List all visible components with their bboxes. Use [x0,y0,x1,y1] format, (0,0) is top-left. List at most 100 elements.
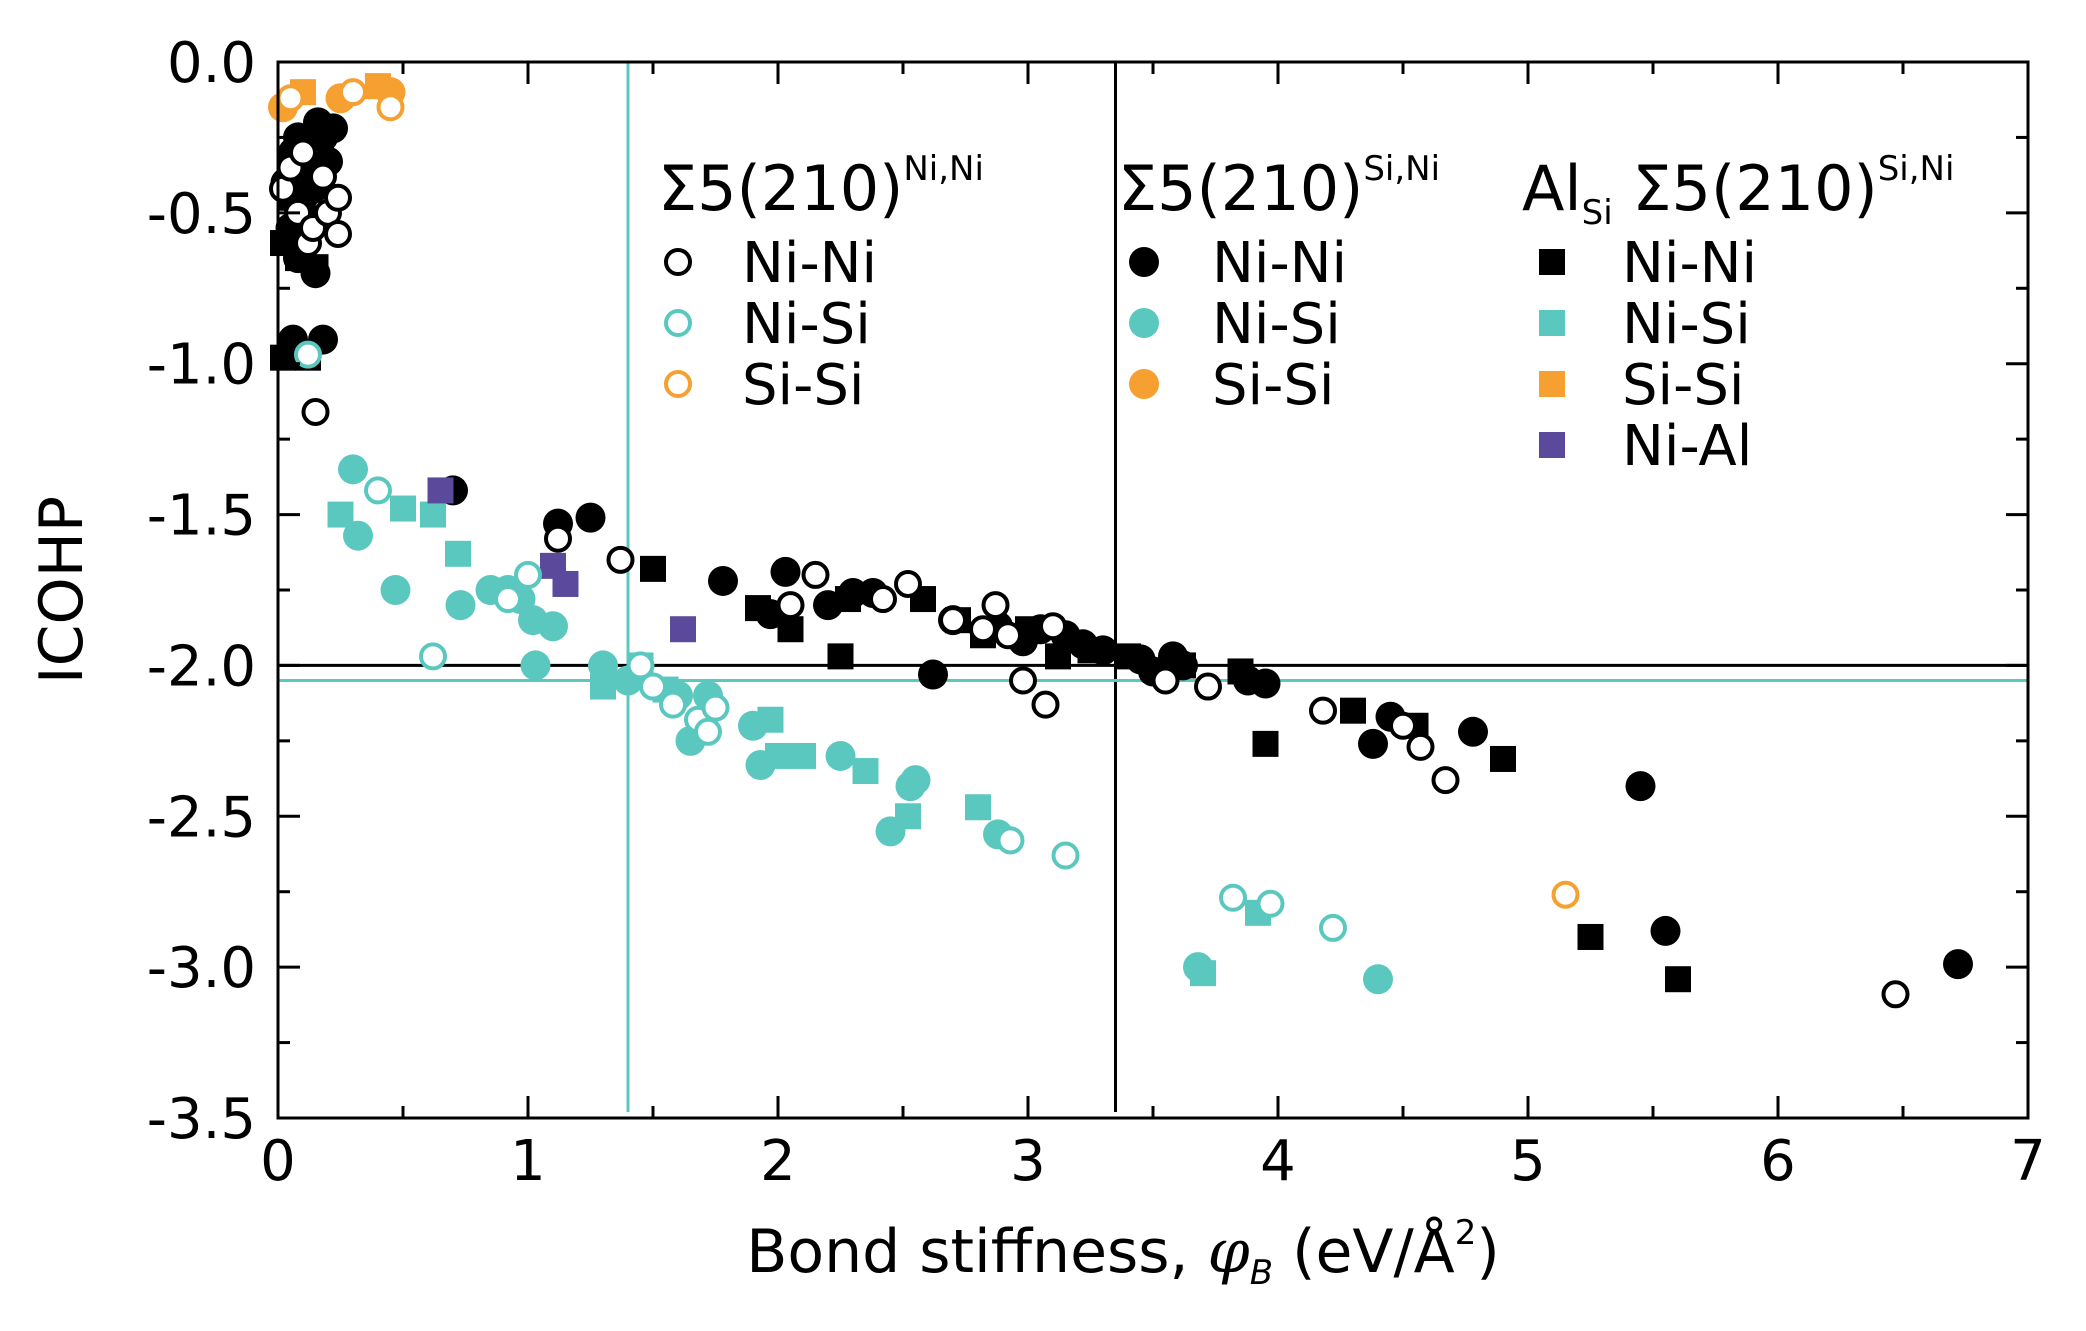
x-axis-label-symbol: φ [1208,1217,1250,1287]
data-point [1045,643,1071,670]
legend-entry-label: Si-Si [742,353,864,418]
data-point [1077,637,1104,664]
legend-entry-label: Ni-Si [1212,292,1341,357]
data-point [670,616,696,643]
data-point [294,340,322,369]
legend-title-sup: Ni,Ni [903,149,984,189]
data-point [639,672,667,701]
data-point [606,545,635,574]
y-tick-label: -1.5 [147,484,256,549]
data-point [1363,964,1393,995]
x-tick-label: 1 [510,1129,546,1194]
x-tick-label: 2 [760,1129,796,1194]
data-point [801,560,830,589]
data-point [939,606,967,635]
y-tick-label: 0.0 [167,31,256,96]
data-point [708,565,738,596]
data-point [1115,643,1141,670]
data-point [494,585,522,614]
data-point [588,650,618,681]
x-axis-label-prefix: Bond stiffness, [746,1217,1207,1287]
data-point [324,183,352,212]
data-point [745,595,771,622]
data-point [445,540,471,567]
data-point [900,765,931,796]
data-point [1309,696,1337,725]
data-point [1319,913,1347,942]
data-point [1943,949,1973,980]
legend-marker [1129,247,1159,277]
data-point [701,693,730,722]
legend-marker [1129,308,1159,338]
data-point [1490,745,1516,772]
data-point [1151,666,1180,695]
data-point [852,758,879,785]
data-point [1252,730,1279,757]
axis-ticks [276,60,2030,1120]
data-point [538,611,568,642]
data-points [268,73,1973,1009]
legend-title-sup: Si,Ni [1363,149,1440,189]
data-point [1881,980,1910,1009]
x-tick-label: 3 [1010,1129,1046,1194]
data-point [1219,883,1247,912]
data-point [1431,766,1460,795]
legend-marker [1129,369,1159,399]
data-point [835,586,861,613]
y-tick-label: -3.0 [147,936,256,1001]
data-point [827,643,854,670]
data-point [380,575,411,605]
data-point [894,569,922,598]
y-tick-label: -0.5 [147,182,256,247]
data-point [1665,966,1691,993]
legend-title-prefix: Al [1522,152,1582,225]
data-point [1458,716,1488,747]
legend-group-title: Σ5(210)Si,Ni [1118,149,1440,225]
data-point [327,501,354,528]
legend-marker [1539,249,1565,275]
data-point [1577,923,1604,950]
data-point [825,740,856,771]
data-point [770,556,801,587]
y-tick-label: -3.5 [147,1087,256,1152]
data-point [994,621,1022,650]
data-point [276,84,305,113]
legend-title-prefix-sub: Si [1582,193,1613,233]
x-tick-label: 0 [260,1129,296,1194]
data-point [1389,711,1417,740]
data-point [289,138,317,167]
legend-marker [664,370,692,398]
legend-entry-label: Ni-Al [1622,414,1752,479]
y-tick-label: -1.0 [147,333,256,398]
data-point [1650,915,1681,946]
data-point [318,113,348,144]
legend-title-sup: Si,Ni [1878,149,1955,189]
legend-marker [1539,371,1565,397]
data-point [969,615,997,644]
data-point [1551,880,1580,909]
legend-marker [1539,432,1565,458]
data-point [390,495,416,522]
data-point [309,162,337,191]
data-point [1250,668,1281,699]
data-point [790,742,816,769]
legend-group-title: AlSi Σ5(210)Si,Ni [1522,149,1954,233]
data-point [965,794,991,821]
legend-marker [664,248,692,276]
data-point [552,570,579,597]
data-point [1009,666,1037,695]
data-point [544,524,572,553]
data-point [1190,960,1216,987]
data-point [324,219,352,248]
data-point [301,397,330,426]
legend-entry-label: Ni-Ni [1622,231,1757,296]
y-axis-label: ICOHP [27,496,97,684]
data-point [777,616,804,643]
data-point [869,585,897,614]
data-point [1051,841,1080,870]
legend-entry-label: Ni-Ni [742,231,877,296]
data-point [1358,728,1388,759]
data-point [895,803,921,830]
data-point [981,591,1010,620]
